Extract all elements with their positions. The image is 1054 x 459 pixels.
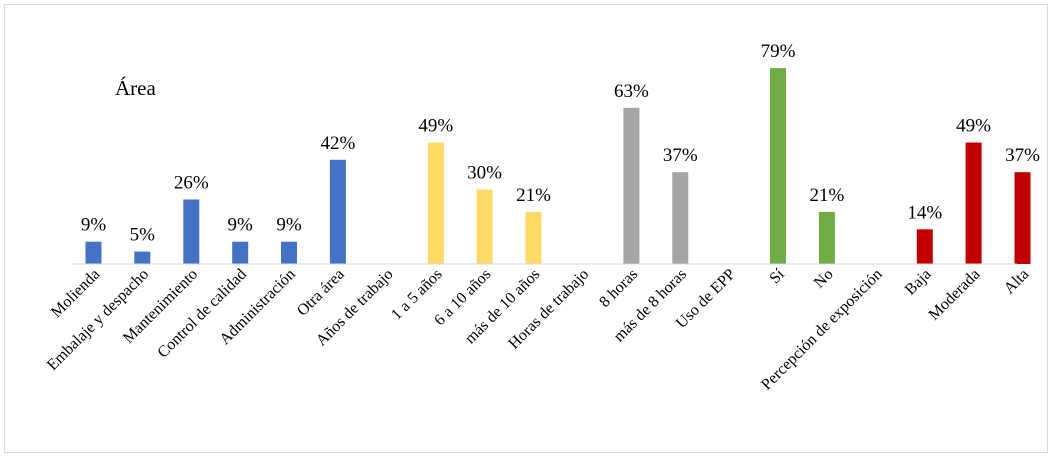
category-label-19: Alta	[1001, 266, 1032, 297]
bar-19	[1014, 172, 1031, 264]
bar-1	[134, 251, 151, 264]
bar-17	[916, 229, 933, 264]
bar-3	[232, 241, 249, 264]
chart-frame: Área 9% 5% 26% 9% 9% 42% 49% 30% 21% 63% 37% 79% 21%…	[4, 4, 1048, 453]
value-label-1: 5%	[130, 225, 156, 246]
value-label-9: 21%	[516, 185, 551, 206]
category-label-15: No	[811, 266, 837, 292]
bar-4	[281, 241, 297, 264]
bar-5	[329, 159, 346, 264]
bar-chart: Área 9% 5% 26% 9% 9% 42% 49% 30% 21% 63% 37% 79% 21%…	[44, 41, 1040, 393]
value-label-18: 49%	[956, 116, 991, 137]
bar-0	[85, 241, 102, 264]
value-label-5: 42%	[320, 133, 355, 154]
bar-15	[818, 211, 835, 264]
value-label-8: 30%	[467, 163, 502, 184]
value-label-0: 9%	[81, 215, 107, 236]
value-label-11: 63%	[614, 81, 649, 102]
value-label-19: 37%	[1005, 145, 1040, 166]
value-label-14: 79%	[761, 41, 796, 62]
value-label-17: 14%	[907, 202, 942, 223]
category-label-18: Moderada	[926, 266, 984, 324]
category-label-14: Sí	[766, 265, 788, 287]
chart-annotation: Área	[115, 76, 156, 100]
value-label-4: 9%	[276, 215, 302, 236]
bar-8	[476, 189, 493, 264]
value-label-2: 26%	[174, 173, 209, 194]
bar-11	[623, 107, 640, 264]
category-label-11: 8 horas	[596, 266, 641, 311]
value-label-15: 21%	[809, 185, 844, 206]
value-label-12: 37%	[663, 145, 698, 166]
value-labels-group: 9% 5% 26% 9% 9% 42% 49% 30% 21% 63% 37% 79% 21% 14% 49…	[81, 41, 1040, 246]
bar-14	[770, 68, 786, 264]
bar-2	[183, 199, 200, 264]
bar-7	[427, 142, 444, 264]
value-label-7: 49%	[418, 116, 453, 137]
bar-12	[672, 172, 689, 264]
bars-group	[85, 68, 1031, 264]
bar-18	[965, 142, 982, 264]
value-label-3: 9%	[228, 215, 254, 236]
bar-9	[525, 211, 542, 264]
category-label-17: Baja	[902, 266, 935, 299]
category-label-3: Control de calidad	[154, 266, 250, 362]
